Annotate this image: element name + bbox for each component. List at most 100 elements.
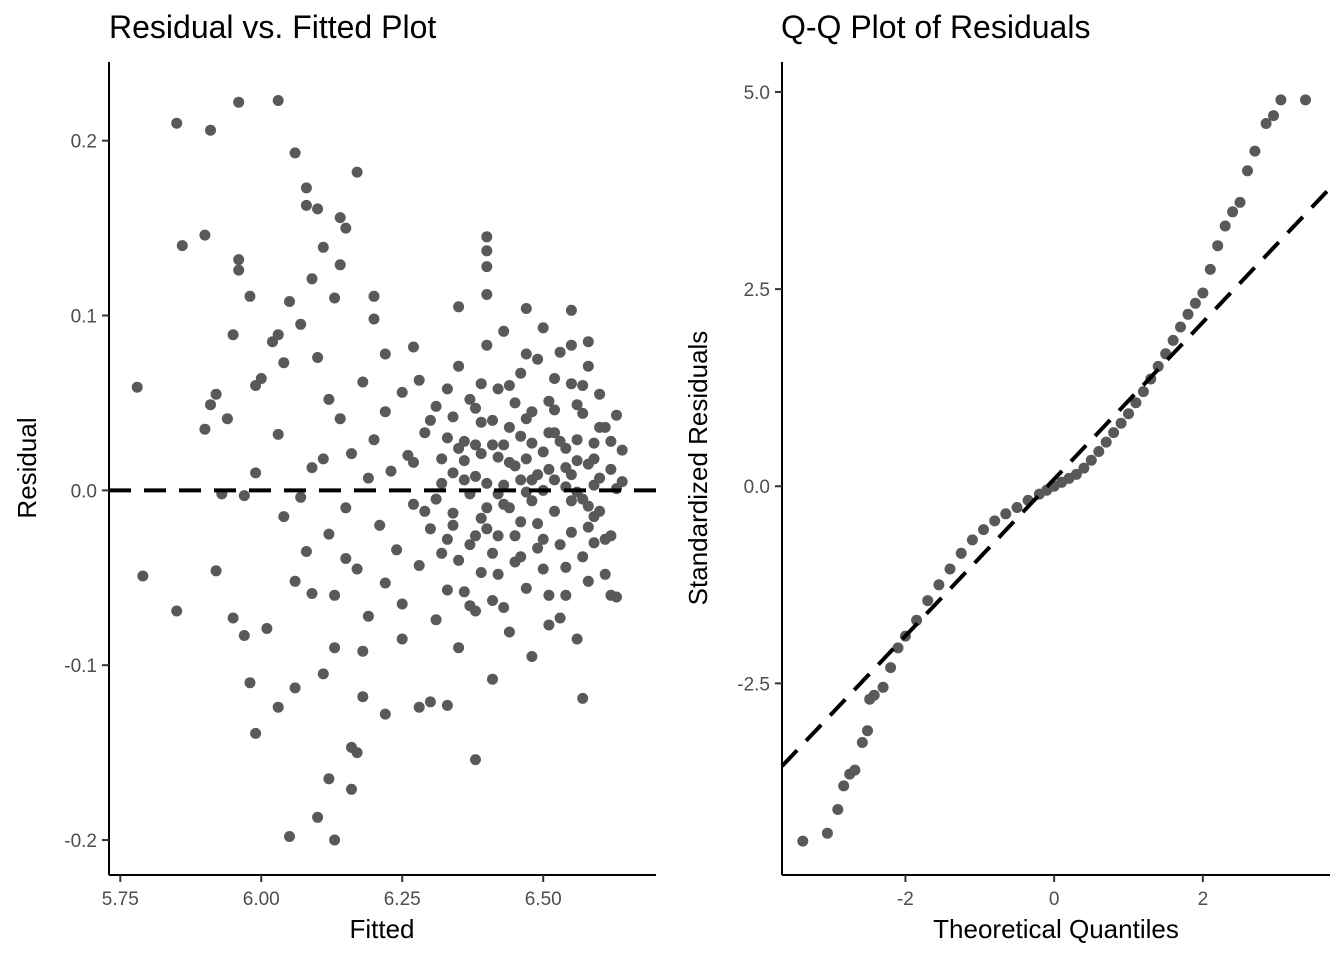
y-tick-label: -2.5 [737,674,770,695]
data-point [464,600,476,612]
data-point [565,339,577,351]
data-point [458,455,470,467]
x-tick-label: 2 [1198,889,1209,910]
data-point [481,245,493,257]
data-point [1085,454,1097,466]
data-point [306,273,318,285]
data-point [413,701,425,713]
data-point [176,240,188,252]
data-point [1234,196,1246,208]
data-point [1123,408,1134,420]
data-point [1212,240,1224,252]
data-point [233,264,245,276]
data-point [554,539,566,551]
data-point [1227,206,1239,218]
data-point [543,589,555,601]
data-point [549,474,560,486]
data-point [351,563,363,575]
data-point [272,701,284,713]
data-point [509,397,521,409]
data-point [227,612,239,624]
data-point [922,595,934,607]
data-point [334,259,346,271]
data-point [289,682,301,694]
data-point [464,539,476,551]
data-point [611,409,622,421]
data-point [594,388,606,400]
data-point [933,579,945,591]
data-point [537,563,549,575]
data-point [261,623,273,634]
data-point [560,561,572,573]
data-point [379,708,391,720]
data-point [588,479,600,491]
data-point [832,804,844,815]
x-tick-label: 5.75 [102,889,139,910]
data-point [329,834,341,846]
data-point [885,662,897,674]
data-point [582,521,594,533]
data-point [475,512,487,524]
data-point [221,413,233,425]
data-point [856,737,868,748]
data-point [396,386,408,398]
data-point [1100,436,1112,448]
data-point [520,303,532,314]
data-point [250,467,262,479]
data-point [911,614,923,626]
data-point [498,479,510,491]
data-point [475,567,487,578]
data-point [481,523,493,535]
data-point [441,432,453,444]
data-point [1000,508,1012,520]
y-ticks: -2.5 0.0 2.5 5.0 [737,83,782,695]
data-point [323,528,335,540]
data-point [227,329,239,341]
data-point [588,537,600,549]
data-point [978,524,989,536]
data-point [424,523,436,535]
data-point [616,444,628,456]
data-point [453,301,465,313]
data-point [565,304,577,316]
data-point [571,455,583,467]
data-point [560,589,572,601]
data-point [317,241,329,253]
data-point [554,612,566,624]
data-point [515,367,527,379]
data-point [509,530,521,542]
data-point [554,435,566,447]
data-point [1300,94,1311,106]
data-point [892,642,904,654]
data-point [571,434,583,446]
data-point [543,619,555,631]
data-point [543,463,555,475]
data-point [605,435,617,447]
data-point [1242,165,1253,177]
data-point [419,505,431,517]
data-point [492,451,504,463]
data-point [526,651,538,662]
data-point [481,339,493,351]
data-point [238,490,250,502]
data-point [210,388,222,400]
data-point [329,292,341,304]
data-point [532,518,544,530]
data-point [357,645,369,657]
data-point [498,602,510,613]
data-point [408,341,419,353]
data-point [396,598,408,610]
y-ticks: -0.2 -0.1 0.0 0.1 0.2 [64,132,109,852]
data-point [1275,94,1287,106]
data-point [374,519,386,531]
data-point [599,533,611,545]
y-tick-label: 0.1 [71,307,97,328]
data-point [520,348,532,360]
data-point [346,448,357,460]
data-point [441,533,453,545]
data-point [233,96,245,108]
data-point [413,560,425,571]
qq-plot-panel: Q-Q Plot of Residuals -2 0 2 -2.5 0.0 2.5 5.0… [683,9,1332,944]
x-tick-label: 6.50 [525,889,562,910]
